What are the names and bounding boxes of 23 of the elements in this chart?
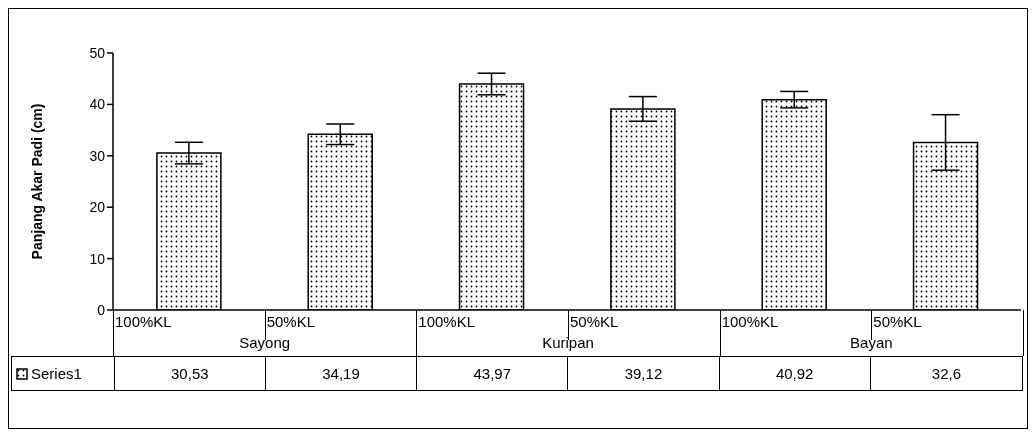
y-tick-label: 40	[89, 96, 106, 113]
y-tick-label: 10	[89, 250, 106, 267]
y-axis-title: Panjang Akar Padi (cm)	[28, 103, 45, 260]
text: Bayan	[849, 334, 894, 351]
x-tick-label: 100%KL	[721, 313, 779, 330]
text: 32,6	[931, 365, 961, 382]
x-tick-label: 50%KL	[570, 313, 619, 330]
y-tick-label: 30	[89, 147, 106, 164]
text: 43,97	[473, 365, 512, 382]
text: 39,12	[624, 365, 663, 382]
x-tick-label: 50%KL	[266, 313, 316, 330]
text: 34,19	[322, 365, 360, 382]
x-tick-label: 100%KL	[115, 313, 172, 330]
x-tick-label: 50%KL	[873, 313, 922, 330]
legend-label: Series1	[31, 365, 82, 382]
text: Sayong	[238, 334, 292, 351]
y-tick-label: 20	[89, 199, 106, 216]
text: Kuripan	[541, 334, 595, 351]
y-tick-label: 0	[97, 301, 106, 318]
y-tick-label: 50	[89, 44, 106, 61]
x-tick-label: 100%KL	[418, 313, 476, 330]
text: 30,53	[171, 365, 209, 382]
text: 40,92	[775, 365, 814, 382]
